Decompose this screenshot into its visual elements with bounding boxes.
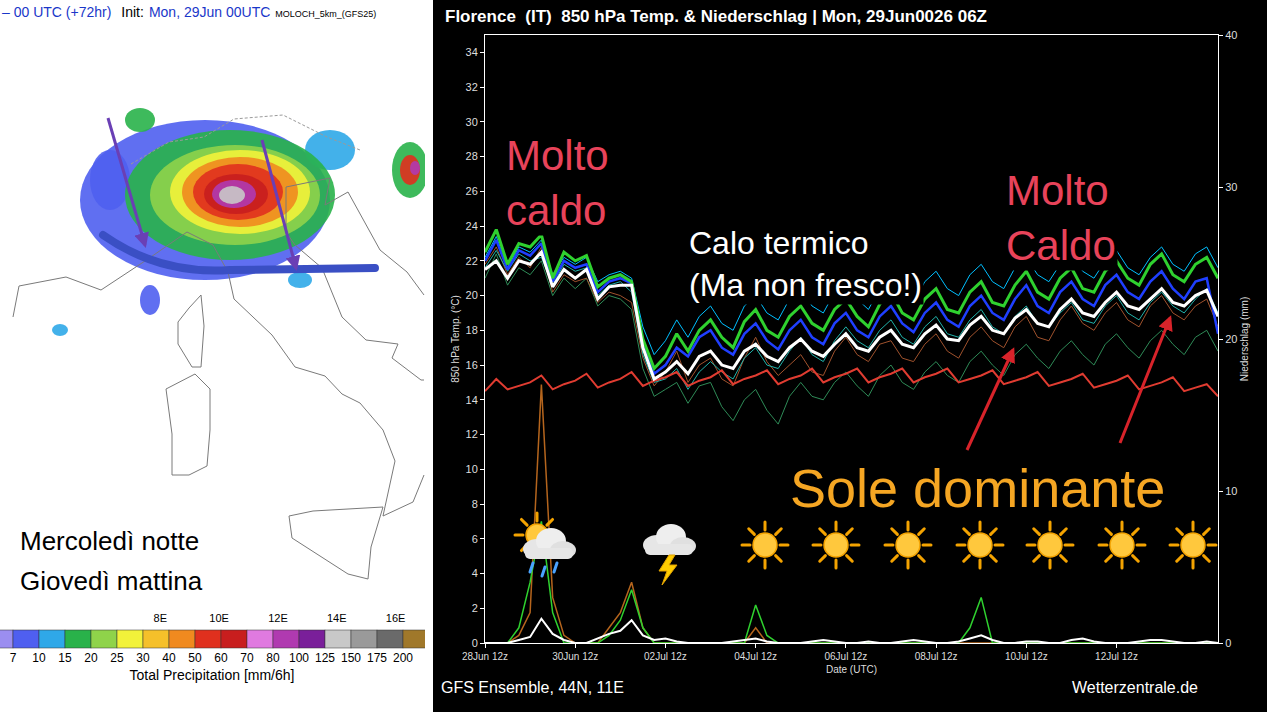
svg-text:14: 14: [466, 394, 478, 406]
svg-text:12: 12: [466, 428, 478, 440]
svg-text:100: 100: [289, 651, 309, 665]
svg-text:22: 22: [466, 255, 478, 267]
svg-text:4: 4: [472, 567, 478, 579]
svg-text:28Jun 12z: 28Jun 12z: [462, 651, 508, 662]
svg-text:– 00 UTC (+72hr)Init:Mon, 29Ju: – 00 UTC (+72hr)Init:Mon, 29Jun 00UTCMOL…: [2, 4, 376, 20]
svg-text:40: 40: [162, 651, 176, 665]
svg-text:30: 30: [1225, 181, 1237, 193]
svg-text:Sole dominante: Sole dominante: [790, 458, 1165, 518]
svg-text:26: 26: [466, 185, 478, 197]
svg-text:25: 25: [110, 651, 124, 665]
svg-text:0: 0: [472, 637, 478, 649]
svg-text:20: 20: [1225, 333, 1237, 345]
svg-text:10: 10: [32, 651, 46, 665]
svg-text:Calo termico(Ma non fresco!): Calo termico(Ma non fresco!): [689, 225, 922, 303]
svg-text:850 hPa Temp. (°C): 850 hPa Temp. (°C): [450, 295, 461, 383]
svg-text:Total Precipitation [mm/6h]: Total Precipitation [mm/6h]: [130, 667, 295, 683]
svg-text:2: 2: [472, 602, 478, 614]
svg-text:10: 10: [1225, 485, 1237, 497]
svg-text:32: 32: [466, 81, 478, 93]
svg-text:Florence (IT) 850 hPa Temp.: Florence (IT) 850 hPa Temp. & Niederschl…: [445, 7, 987, 26]
svg-text:28: 28: [466, 150, 478, 162]
svg-text:125: 125: [315, 651, 335, 665]
svg-text:10: 10: [466, 463, 478, 475]
svg-text:06Jul 12z: 06Jul 12z: [824, 651, 867, 662]
svg-text:04Jul 12z: 04Jul 12z: [734, 651, 777, 662]
svg-text:GFS Ensemble, 44N, 11E: GFS Ensemble, 44N, 11E: [441, 679, 624, 696]
svg-text:8: 8: [472, 498, 478, 510]
svg-text:10E: 10E: [209, 612, 229, 624]
svg-text:20: 20: [466, 289, 478, 301]
svg-text:175: 175: [367, 651, 387, 665]
svg-text:6: 6: [472, 533, 478, 545]
svg-text:30Jun 12z: 30Jun 12z: [552, 651, 598, 662]
svg-text:MoltoCaldo: MoltoCaldo: [1006, 167, 1116, 269]
svg-text:Moltocaldo: Moltocaldo: [506, 132, 609, 234]
svg-text:08Jul 12z: 08Jul 12z: [915, 651, 958, 662]
svg-text:Date (UTC): Date (UTC): [826, 664, 877, 675]
svg-text:7: 7: [10, 651, 17, 665]
svg-text:50: 50: [188, 651, 202, 665]
svg-text:24: 24: [466, 220, 478, 232]
svg-text:02Jul 12z: 02Jul 12z: [644, 651, 687, 662]
svg-text:80: 80: [266, 651, 280, 665]
svg-text:40: 40: [1225, 29, 1237, 41]
svg-text:16E: 16E: [386, 612, 406, 624]
svg-text:20: 20: [84, 651, 98, 665]
svg-text:12E: 12E: [268, 612, 288, 624]
svg-text:70: 70: [240, 651, 254, 665]
svg-text:Mercoledì notte: Mercoledì notte: [20, 526, 199, 556]
svg-text:60: 60: [214, 651, 228, 665]
svg-text:30: 30: [466, 116, 478, 128]
svg-text:8E: 8E: [154, 612, 167, 624]
svg-text:34: 34: [466, 46, 478, 58]
svg-text:12Jul 12z: 12Jul 12z: [1095, 651, 1138, 662]
svg-text:14E: 14E: [327, 612, 347, 624]
svg-text:150: 150: [341, 651, 361, 665]
svg-text:200: 200: [393, 651, 413, 665]
svg-text:10Jul 12z: 10Jul 12z: [1005, 651, 1048, 662]
svg-text:15: 15: [58, 651, 72, 665]
svg-text:Niederschlag (mm): Niederschlag (mm): [1239, 297, 1250, 381]
svg-text:Giovedì mattina: Giovedì mattina: [20, 566, 203, 596]
svg-text:16: 16: [466, 359, 478, 371]
svg-text:18: 18: [466, 324, 478, 336]
svg-text:Wetterzentrale.de: Wetterzentrale.de: [1072, 679, 1198, 696]
svg-text:30: 30: [136, 651, 150, 665]
svg-text:0: 0: [1225, 637, 1231, 649]
